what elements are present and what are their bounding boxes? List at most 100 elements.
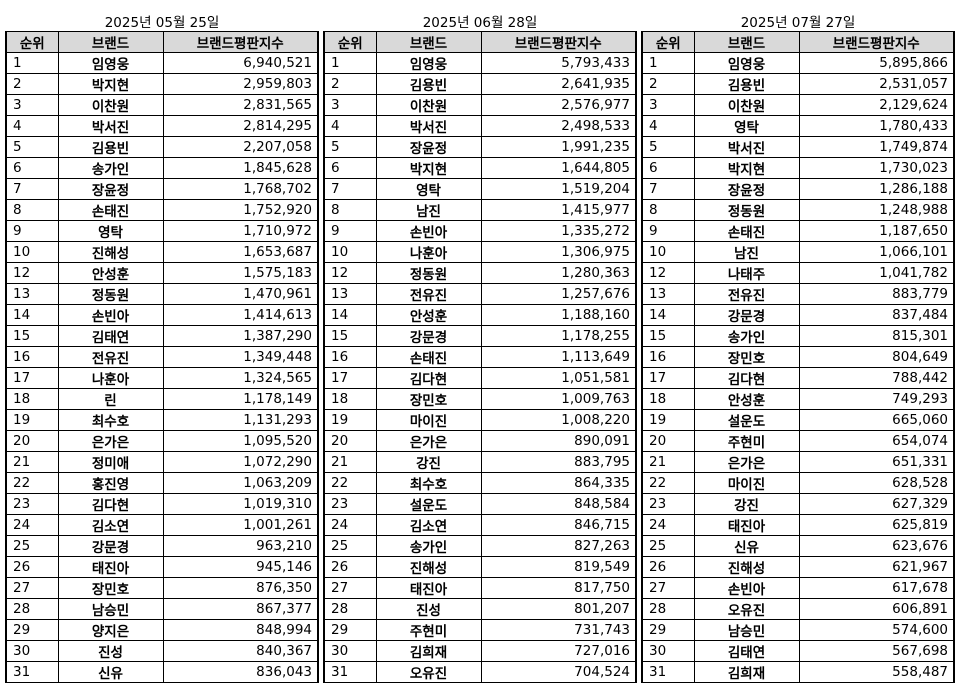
rank-cell: 13	[323, 283, 377, 305]
score-cell: 1,414,613	[162, 304, 319, 326]
rank-cell: 26	[323, 556, 377, 578]
score-cell: 1,780,433	[798, 115, 955, 137]
score-cell: 1,470,961	[162, 283, 319, 305]
table-row: 23 김다현 1,019,310 23 설운도 848,584 23 강진 627,329	[5, 493, 955, 515]
score-cell: 625,819	[798, 514, 955, 536]
rank-cell: 19	[5, 409, 59, 431]
table-row: 4 박서진 2,814,295 4 박서진 2,498,533 4 영탁 1,780,433	[5, 115, 955, 137]
rank-cell: 23	[5, 493, 59, 515]
rank-cell: 19	[641, 409, 695, 431]
brand-cell: 김소연	[57, 514, 164, 536]
rank-cell: 19	[323, 409, 377, 431]
brand-header: 브랜드	[57, 31, 164, 53]
score-cell: 627,329	[798, 493, 955, 515]
rank-cell: 30	[323, 640, 377, 662]
table-row: 12 안성훈 1,575,183 12 정동원 1,280,363 12 나태주 1,041,7…	[5, 262, 955, 284]
brand-cell: 남승민	[57, 598, 164, 620]
brand-cell: 김다현	[375, 367, 482, 389]
brand-cell: 손빈아	[57, 304, 164, 326]
brand-cell: 영탁	[57, 220, 164, 242]
brand-cell: 장윤정	[57, 178, 164, 200]
rank-cell: 25	[641, 535, 695, 557]
brand-cell: 박서진	[375, 115, 482, 137]
brand-cell: 이찬원	[693, 94, 800, 116]
brand-cell: 김태연	[693, 640, 800, 662]
rank-cell: 20	[5, 430, 59, 452]
brand-cell: 박지현	[57, 73, 164, 95]
brand-cell: 이찬원	[375, 94, 482, 116]
score-cell: 651,331	[798, 451, 955, 473]
score-cell: 1,519,204	[480, 178, 637, 200]
rank-cell: 15	[641, 325, 695, 347]
brand-cell: 양지은	[57, 619, 164, 641]
brand-cell: 손태진	[57, 199, 164, 221]
brand-cell: 은가은	[57, 430, 164, 452]
score-cell: 1,280,363	[480, 262, 637, 284]
score-cell: 1,349,448	[162, 346, 319, 368]
rank-cell: 9	[5, 220, 59, 242]
rank-cell: 7	[641, 178, 695, 200]
brand-cell: 정동원	[693, 199, 800, 221]
score-cell: 1,178,149	[162, 388, 319, 410]
rank-cell: 4	[323, 115, 377, 137]
score-cell: 2,129,624	[798, 94, 955, 116]
score-cell: 1,248,988	[798, 199, 955, 221]
table-row: 26 태진아 945,146 26 진해성 819,549 26 진해성 621,967	[5, 556, 955, 578]
score-cell: 1,749,874	[798, 136, 955, 158]
rank-cell: 21	[641, 451, 695, 473]
score-cell: 2,498,533	[480, 115, 637, 137]
score-cell: 606,891	[798, 598, 955, 620]
rank-cell: 3	[323, 94, 377, 116]
brand-cell: 김용빈	[693, 73, 800, 95]
brand-cell: 홍진영	[57, 472, 164, 494]
rank-cell: 7	[5, 178, 59, 200]
brand-cell: 장민호	[57, 577, 164, 599]
score-cell: 665,060	[798, 409, 955, 431]
score-cell: 1,387,290	[162, 325, 319, 347]
rank-cell: 10	[5, 241, 59, 263]
rank-cell: 28	[323, 598, 377, 620]
score-cell: 1,257,676	[480, 283, 637, 305]
brand-cell: 전유진	[693, 283, 800, 305]
table-row: 8 손태진 1,752,920 8 남진 1,415,977 8 정동원 1,248,988	[5, 199, 955, 221]
brand-cell: 손빈아	[375, 220, 482, 242]
score-cell: 2,531,057	[798, 73, 955, 95]
brand-cell: 강문경	[693, 304, 800, 326]
score-cell: 567,698	[798, 640, 955, 662]
score-cell: 1,019,310	[162, 493, 319, 515]
rank-cell: 24	[323, 514, 377, 536]
score-cell: 623,676	[798, 535, 955, 557]
rank-cell: 21	[5, 451, 59, 473]
score-cell: 1,286,188	[798, 178, 955, 200]
score-cell: 788,442	[798, 367, 955, 389]
score-cell: 2,641,935	[480, 73, 637, 95]
table-row: 6 송가인 1,845,628 6 박지현 1,644,805 6 박지현 1,730,023	[5, 157, 955, 179]
score-cell: 1,095,520	[162, 430, 319, 452]
table-row: 19 최수호 1,131,293 19 마이진 1,008,220 19 설운도 665,060	[5, 409, 955, 431]
rank-cell: 12	[641, 262, 695, 284]
brand-cell: 설운도	[375, 493, 482, 515]
rank-cell: 24	[641, 514, 695, 536]
rank-cell: 16	[641, 346, 695, 368]
rank-cell: 2	[323, 73, 377, 95]
rank-cell: 5	[5, 136, 59, 158]
rank-cell: 5	[323, 136, 377, 158]
rank-cell: 29	[323, 619, 377, 641]
score-cell: 2,814,295	[162, 115, 319, 137]
rank-cell: 18	[323, 388, 377, 410]
brand-cell: 김용빈	[57, 136, 164, 158]
rank-cell: 17	[641, 367, 695, 389]
brand-cell: 김다현	[693, 367, 800, 389]
brand-cell: 장윤정	[375, 136, 482, 158]
rank-cell: 31	[5, 661, 59, 683]
rank-cell: 30	[5, 640, 59, 662]
rank-cell: 18	[641, 388, 695, 410]
rank-cell: 9	[641, 220, 695, 242]
score-cell: 654,074	[798, 430, 955, 452]
table-row: 13 정동원 1,470,961 13 전유진 1,257,676 13 전유진 883,779	[5, 283, 955, 305]
brand-reputation-table: 2025년 05월 25일 2025년 06월 28일 2025년 07월 27일 순…	[5, 10, 955, 683]
rank-cell: 31	[323, 661, 377, 683]
brand-cell: 박서진	[693, 136, 800, 158]
score-cell: 628,528	[798, 472, 955, 494]
rank-cell: 6	[5, 157, 59, 179]
